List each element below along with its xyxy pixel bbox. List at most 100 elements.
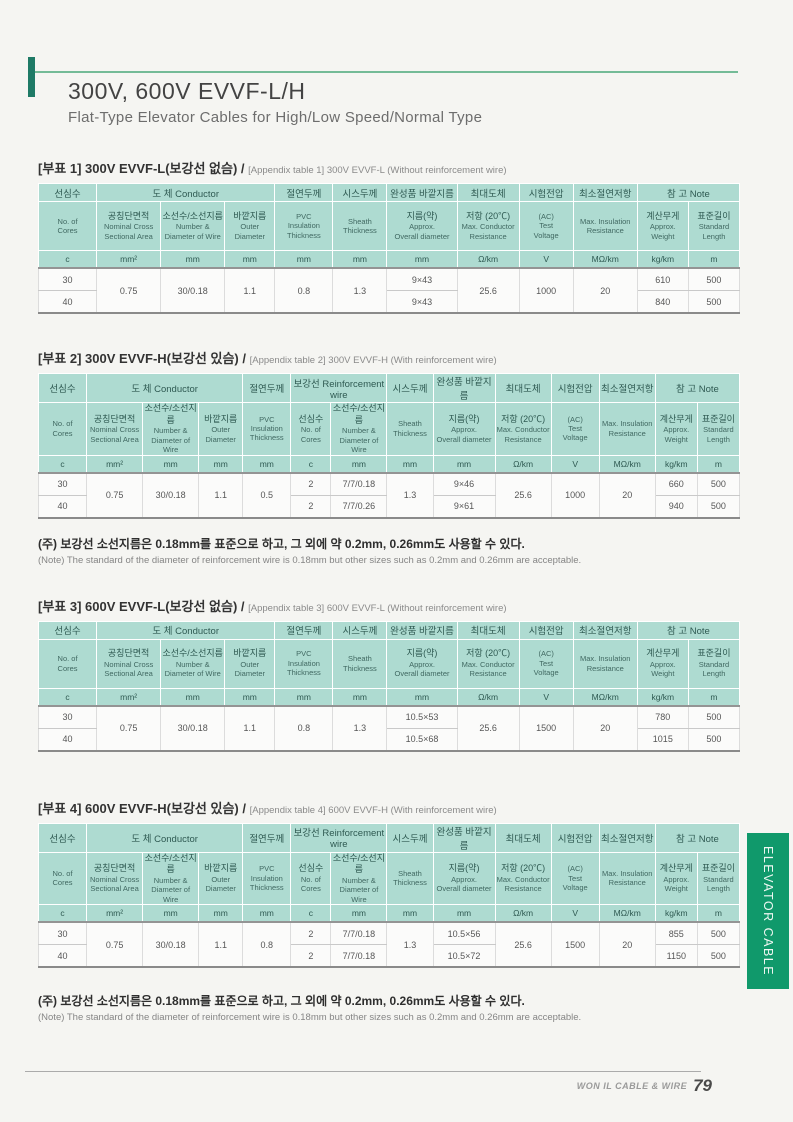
column-header: Sheath Thickness xyxy=(386,851,434,905)
column-header: 소선수/소선지름 Number & Diameter of Wire xyxy=(142,402,200,456)
column-header: 표준길이 Standard Length xyxy=(696,851,741,905)
spec-table: 선심수 도 체 Conductor 절연두께 시스두께 완성품 바깥지름 최대도체 시험전압… xyxy=(37,183,741,314)
table-row: 30 0.75 30/0.18 1.1 0.8 1.3 9×43 25.6 1000 20 610 5… xyxy=(37,267,741,314)
table-cell: 30 xyxy=(37,267,98,291)
footer-page-number: 79 xyxy=(693,1076,712,1095)
table-cell: 20 xyxy=(598,921,656,968)
table-cell: 1.3 xyxy=(386,921,434,968)
column-header: PVC Insulation Thickness xyxy=(242,851,292,905)
column-group-header: 선심수 xyxy=(37,373,88,403)
footer-brand: WON IL CABLE & WIRE xyxy=(576,1081,688,1091)
table-cell: 30/0.18 xyxy=(160,704,226,751)
unit-header: mm xyxy=(386,904,434,923)
unit-header: mm xyxy=(432,904,496,923)
header-group-row: 선심수 도 체 Conductor 절연두께 시스두께 완성품 바깥지름 최대도체 시험전압… xyxy=(37,620,741,640)
table-mount: 선심수 도 체 Conductor 절연두께 보강선 Reinforcement wi… xyxy=(37,822,741,968)
table-cell: 7/7/0.26 xyxy=(330,495,388,518)
table-cell: 500 xyxy=(696,944,741,968)
column-group-header: 완성품 바깥지름 xyxy=(432,373,496,403)
table-cell: 40 xyxy=(37,495,88,518)
column-group-header: 선심수 xyxy=(37,620,98,640)
unit-header: mm xyxy=(386,687,458,706)
table-cell: 610 xyxy=(636,267,689,291)
unit-header: MΩ/km xyxy=(598,904,656,923)
column-header: (AC) Test Voltage xyxy=(518,201,574,251)
unit-header: mm xyxy=(432,454,496,473)
unit-header: c xyxy=(37,454,88,473)
column-group-header: 최대도체 xyxy=(456,183,520,202)
table-mount: 선심수 도 체 Conductor 절연두께 시스두께 완성품 바깥지름 최대도체 시험전압… xyxy=(37,620,741,752)
column-group-header: 최소절연저항 xyxy=(572,183,638,202)
table-cell: 500 xyxy=(687,728,741,751)
table-caption-kr: [부표 2] 300V EVVF-H(보강선 있슴) / xyxy=(38,351,250,366)
unit-header: V xyxy=(518,250,574,269)
column-header: 계산무게 Approx. Weight xyxy=(654,402,698,456)
table-cell: 40 xyxy=(37,944,88,968)
column-header: 지름(약) Approx. Overall diameter xyxy=(386,201,458,251)
table-cell: 7/7/0.18 xyxy=(330,471,388,496)
footer: WON IL CABLE & WIRE 79 xyxy=(400,1076,712,1096)
column-header: 공칭단면적 Nominal Cross Sectional Area xyxy=(86,402,144,456)
table-cell: 7/7/0.18 xyxy=(330,921,388,945)
column-header: (AC) Test Voltage xyxy=(518,638,574,689)
column-header: PVC Insulation Thickness xyxy=(242,402,292,456)
unit-header: mm xyxy=(330,904,388,923)
column-header: 계산무게 Approx. Weight xyxy=(636,201,689,251)
unit-header: mm xyxy=(330,454,388,473)
column-group-header: 참 고 Note xyxy=(654,373,741,403)
column-group-header: 시스두께 xyxy=(386,373,434,403)
header-group-row: 선심수 도 체 Conductor 절연두께 보강선 Reinforcement wi… xyxy=(37,822,741,853)
unit-header: mm xyxy=(198,904,244,923)
column-header: 표준길이 Standard Length xyxy=(687,638,741,689)
column-group-header: 참 고 Note xyxy=(654,822,741,853)
column-group-header: 절연두께 xyxy=(242,822,292,853)
column-group-header: 완성품 바깥지름 xyxy=(432,822,496,853)
table-row: 40 2 7/7/0.26 9×61 940 500 xyxy=(37,495,741,518)
header-detail-row: No. of Cores 공칭단면적 Nominal Cross Sectional… xyxy=(37,402,741,456)
unit-header: MΩ/km xyxy=(572,687,638,706)
table-cell: 0.8 xyxy=(274,267,334,314)
note-english: (Note) The standard of the diameter of r… xyxy=(38,554,582,566)
unit-header: Ω/km xyxy=(494,904,552,923)
column-group-header: 시험전압 xyxy=(518,183,574,202)
table-row: 40 9×43 840 500 xyxy=(37,290,741,314)
table-cell: 1.1 xyxy=(224,704,276,751)
table-cell: 10.5×72 xyxy=(432,944,496,968)
column-header: Max. Insulation Resistance xyxy=(598,851,656,905)
unit-header: mm xyxy=(332,687,388,706)
note-korean: (주) 보강선 소선지름은 0.18mm를 표준으로 하고, 그 외에 약 0.… xyxy=(38,994,525,1008)
column-group-header: 선심수 xyxy=(37,183,98,202)
table-caption: [부표 3] 600V EVVF-L(보강선 없슴) / [Appendix t… xyxy=(38,596,741,616)
table-cell: 0.8 xyxy=(274,704,334,751)
table-cell: 40 xyxy=(37,728,98,751)
column-header: PVC Insulation Thickness xyxy=(274,201,334,251)
column-group-header: 절연두께 xyxy=(274,183,334,202)
table-cell: 30/0.18 xyxy=(160,267,226,314)
column-header: 소선수/소선지름 Number & Diameter of Wire xyxy=(330,402,388,456)
unit-header: m xyxy=(696,454,741,473)
content-area: [부표 1] 300V EVVF-L(보강선 없슴) / [Appendix t… xyxy=(37,158,741,1023)
table-caption: [부표 2] 300V EVVF-H(보강선 있슴) / [Appendix t… xyxy=(38,348,741,368)
unit-header: MΩ/km xyxy=(572,250,638,269)
table-row: 30 0.75 30/0.18 1.1 0.8 1.3 10.5×53 25.6 1500 20 7… xyxy=(37,704,741,751)
section-table-2: [부표 2] 300V EVVF-H(보강선 있슴) / [Appendix t… xyxy=(37,348,741,519)
unit-header: c xyxy=(290,454,332,473)
table-cell: 0.75 xyxy=(96,704,162,751)
column-header: 지름(약) Approx. Overall diameter xyxy=(432,402,496,456)
column-header: 소선수/소선지름 Number & Diameter of Wire xyxy=(330,851,388,905)
table-cell: 1.1 xyxy=(198,471,244,518)
header-group-row: 선심수 도 체 Conductor 절연두께 보강선 Reinforcement wi… xyxy=(37,373,741,403)
table-caption-en: [Appendix table 2] 300V EVVF-H (With rei… xyxy=(249,355,497,366)
column-header: 표준길이 Standard Length xyxy=(696,402,741,456)
column-header: 선심수 No. of Cores xyxy=(290,851,332,905)
column-header: 저항 (20℃) Max. Conductor Resistance xyxy=(456,201,520,251)
unit-header: mm xyxy=(160,250,226,269)
column-header: Sheath Thickness xyxy=(332,638,388,689)
unit-header: Ω/km xyxy=(456,687,520,706)
table-caption-kr: [부표 4] 600V EVVF-H(보강선 있슴) / xyxy=(38,800,250,816)
column-group-header: 최소절연저항 xyxy=(598,822,656,853)
column-group-header: 참 고 Note xyxy=(636,620,741,640)
column-header: 계산무게 Approx. Weight xyxy=(654,851,698,905)
header-unit-row: c mm² mm mm mm mm mm Ω/km V MΩ/km kg/km m xyxy=(37,687,741,706)
